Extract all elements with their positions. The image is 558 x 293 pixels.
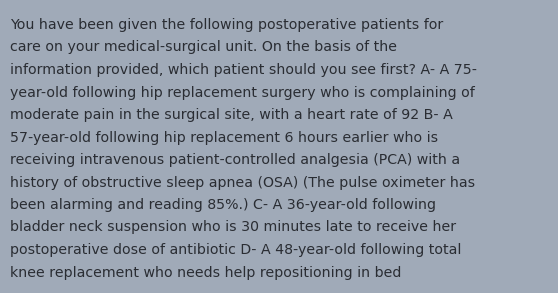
- Text: moderate pain in the surgical site, with a heart rate of 92 B- A: moderate pain in the surgical site, with…: [10, 108, 453, 122]
- Text: year-old following hip replacement surgery who is complaining of: year-old following hip replacement surge…: [10, 86, 475, 100]
- Text: You have been given the following postoperative patients for: You have been given the following postop…: [10, 18, 443, 32]
- Text: been alarming and reading 85%.) C- A 36-year-old following: been alarming and reading 85%.) C- A 36-…: [10, 198, 436, 212]
- Text: 57-year-old following hip replacement 6 hours earlier who is: 57-year-old following hip replacement 6 …: [10, 130, 438, 144]
- Text: receiving intravenous patient-controlled analgesia (PCA) with a: receiving intravenous patient-controlled…: [10, 153, 460, 167]
- Text: history of obstructive sleep apnea (OSA) (The pulse oximeter has: history of obstructive sleep apnea (OSA)…: [10, 176, 475, 190]
- Text: knee replacement who needs help repositioning in bed: knee replacement who needs help repositi…: [10, 265, 401, 280]
- Text: postoperative dose of antibiotic D- A 48-year-old following total: postoperative dose of antibiotic D- A 48…: [10, 243, 461, 257]
- Text: care on your medical-surgical unit. On the basis of the: care on your medical-surgical unit. On t…: [10, 40, 397, 54]
- Text: bladder neck suspension who is 30 minutes late to receive her: bladder neck suspension who is 30 minute…: [10, 221, 456, 234]
- Text: information provided, which patient should you see first? A- A 75-: information provided, which patient shou…: [10, 63, 477, 77]
